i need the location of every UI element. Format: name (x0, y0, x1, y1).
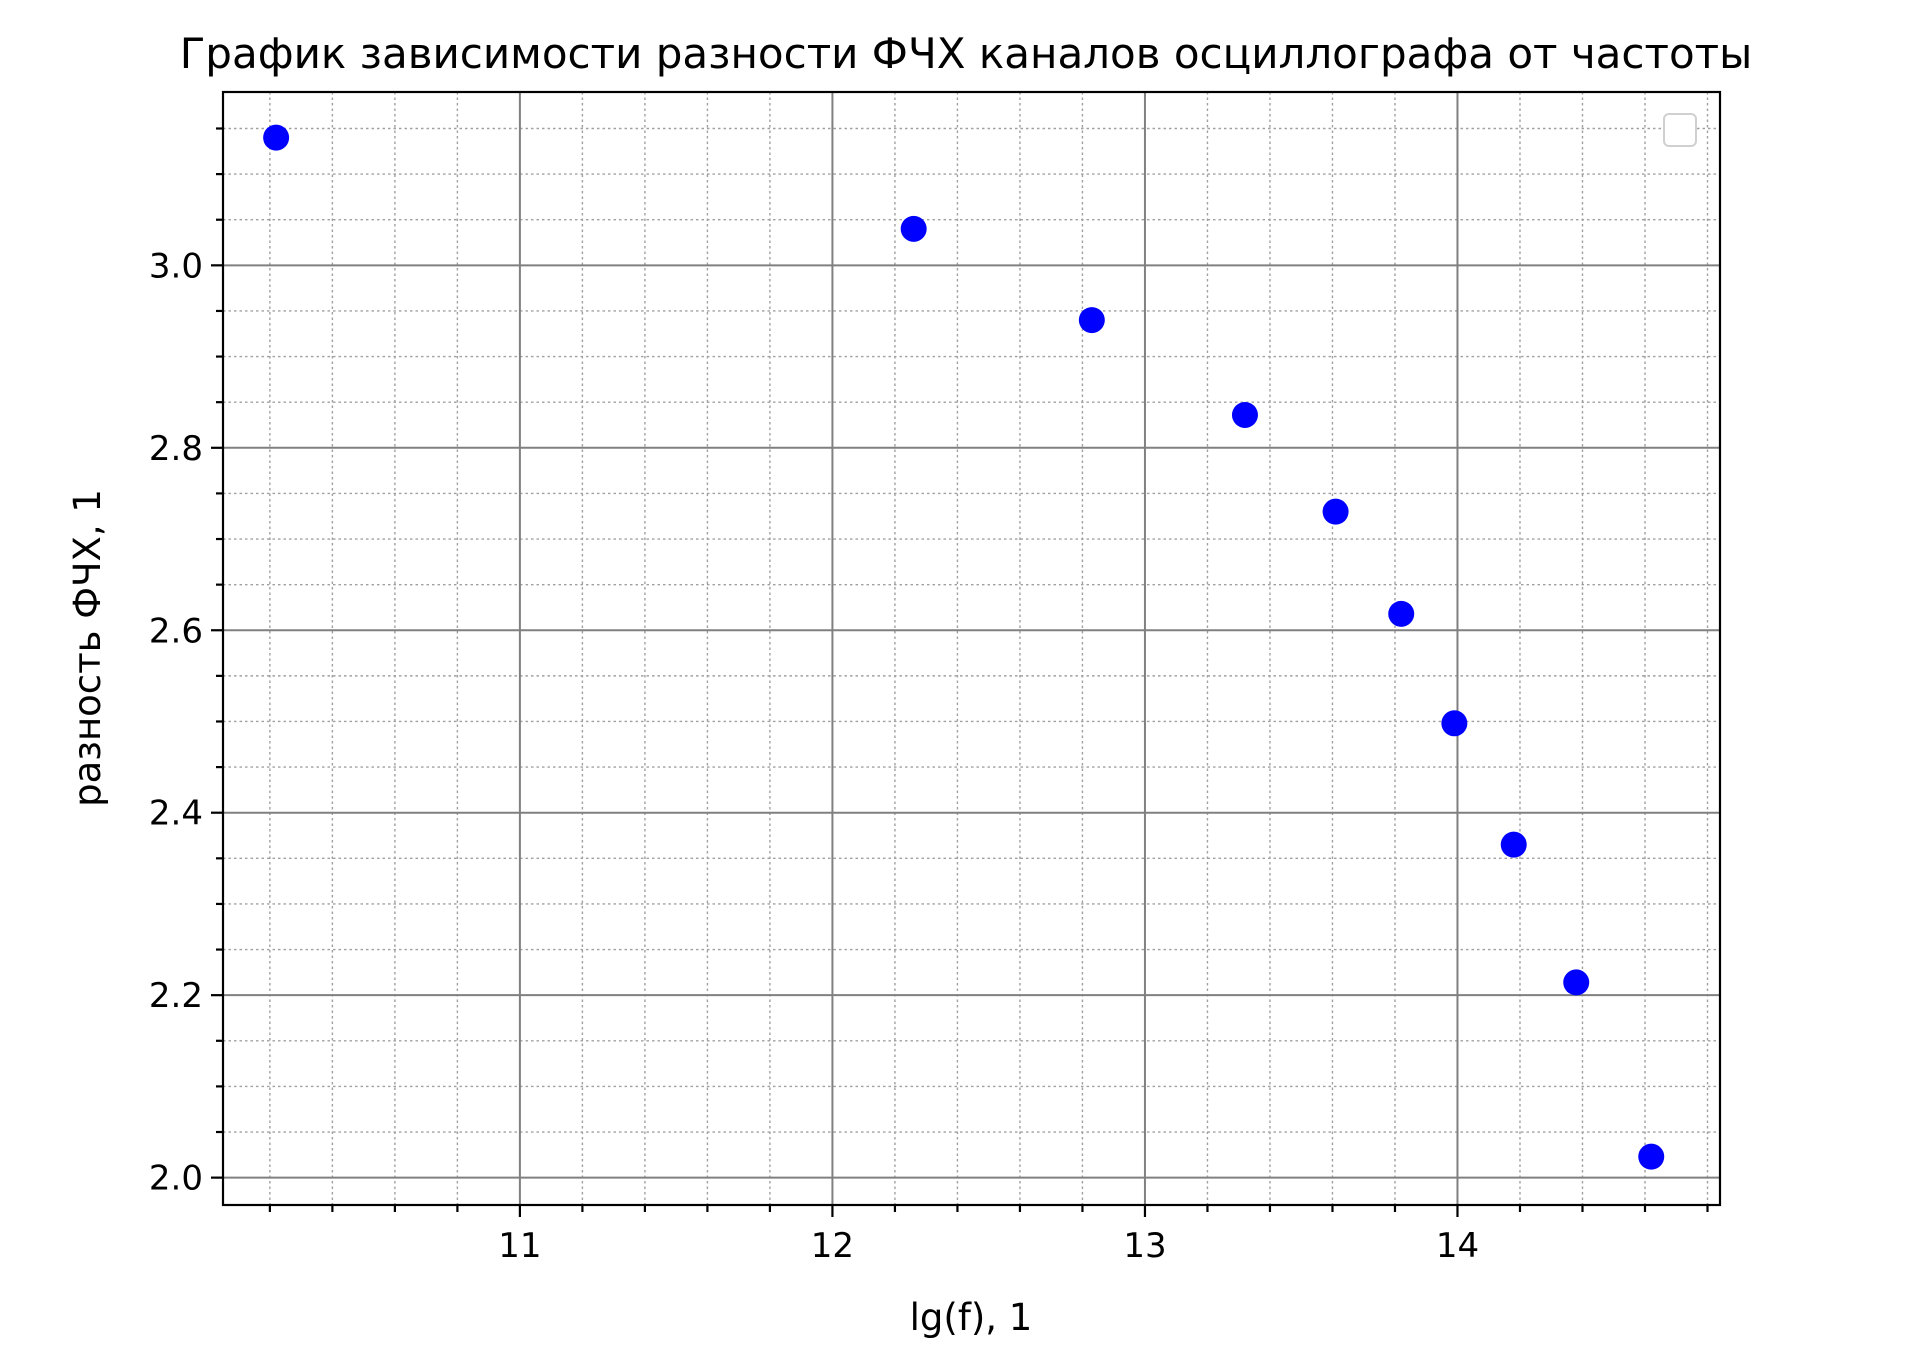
y-tick-label: 2.4 (149, 794, 203, 834)
data-point (1078, 307, 1105, 334)
data-point (1388, 600, 1415, 627)
data-point (1563, 969, 1590, 996)
data-point (1441, 710, 1468, 737)
y-tick-label: 3.0 (149, 246, 203, 286)
axis-ticks (211, 127, 1709, 1217)
x-tick-label: 13 (1123, 1226, 1166, 1266)
tick-labels: 11 12 13 14 2.0 2.2 2.4 2.6 2.8 3.0 (149, 246, 1479, 1266)
data-points (263, 124, 1665, 1170)
data-point (263, 124, 290, 151)
major-grid (223, 92, 1720, 1205)
data-point (1500, 831, 1527, 858)
y-axis-label: разность ФЧХ, 1 (66, 489, 109, 807)
data-point (1322, 498, 1349, 525)
legend-box (1663, 113, 1697, 147)
y-tick-label: 2.6 (149, 611, 203, 651)
x-tick-label: 11 (498, 1226, 541, 1266)
chart-title: График зависимости разности ФЧХ каналов … (180, 29, 1753, 78)
data-point (1231, 401, 1258, 428)
y-tick-label: 2.8 (149, 429, 203, 469)
x-tick-label: 12 (811, 1226, 854, 1266)
y-tick-label: 2.2 (149, 976, 203, 1016)
y-tick-label: 2.0 (149, 1159, 203, 1199)
x-tick-label: 14 (1436, 1226, 1479, 1266)
x-axis-label: lg(f), 1 (910, 1296, 1033, 1339)
minor-grid (223, 92, 1720, 1205)
data-point (1638, 1143, 1665, 1170)
plot-frame (221, 90, 1722, 1207)
data-point (900, 215, 927, 242)
